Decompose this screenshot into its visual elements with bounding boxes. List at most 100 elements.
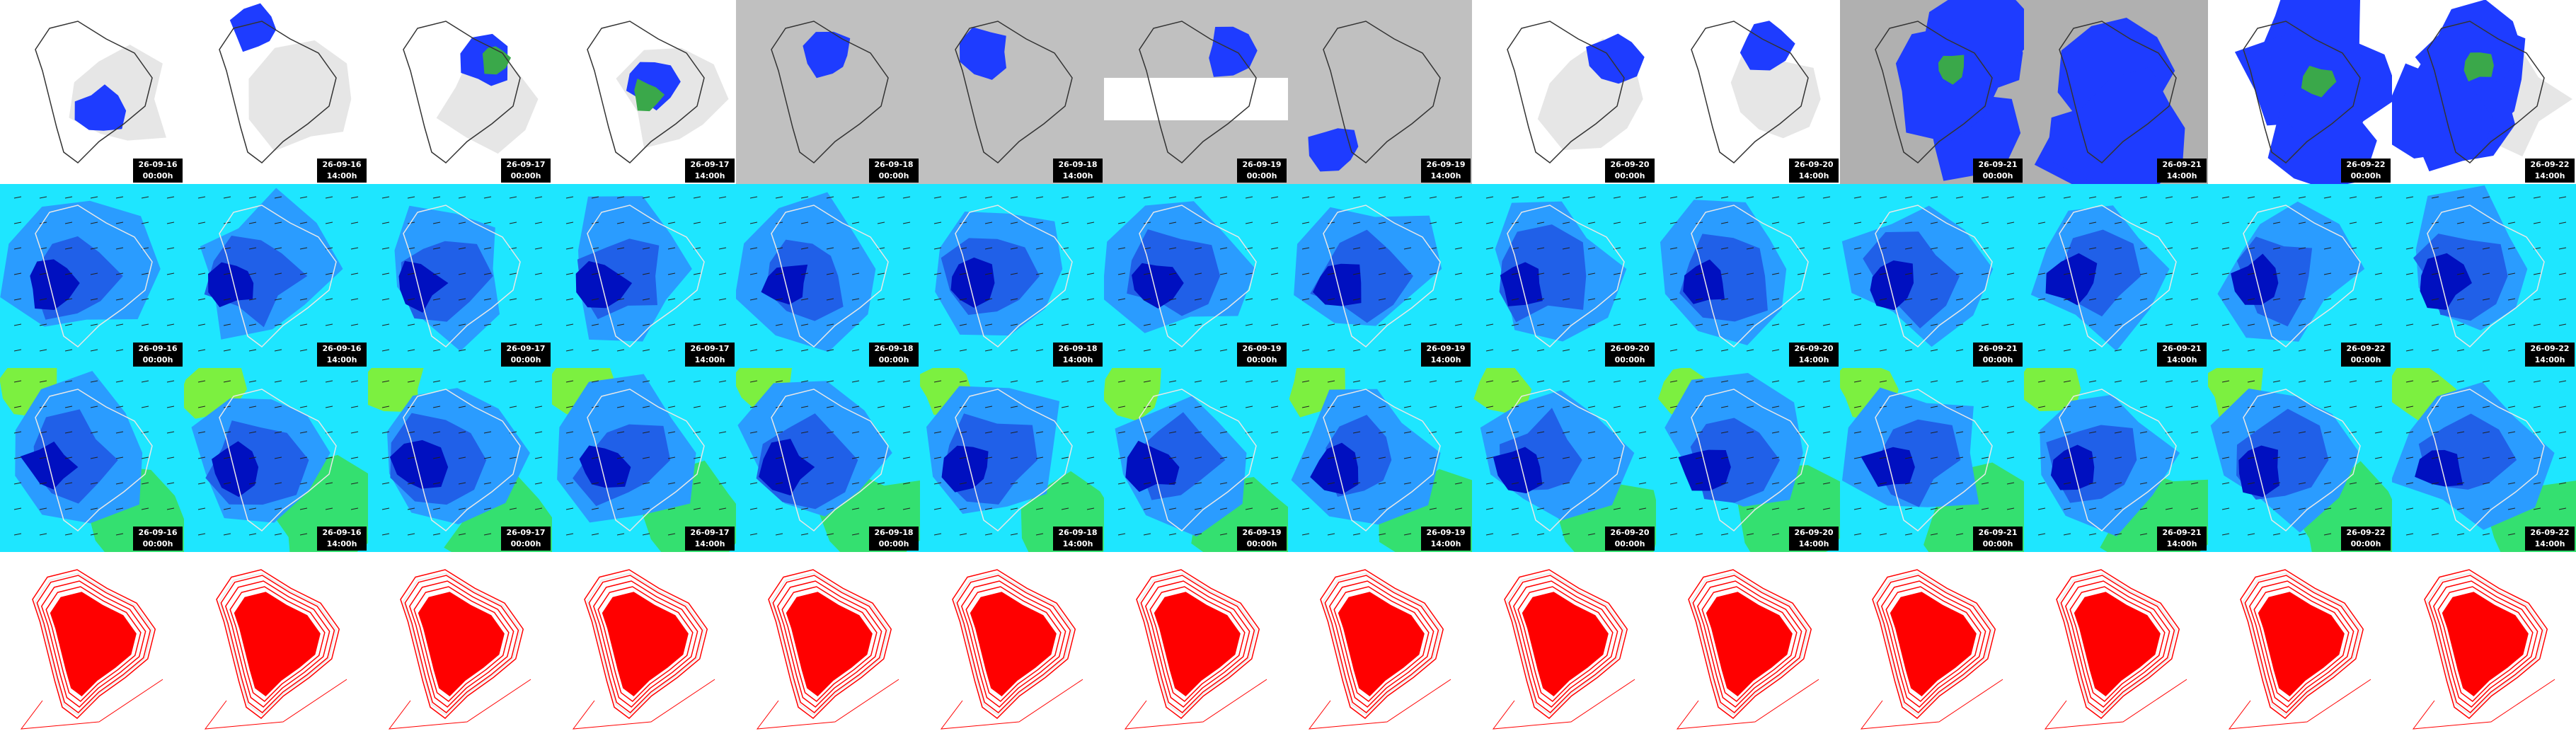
wind-arrow (2405, 323, 2414, 326)
time-label: 00:00h (511, 355, 541, 364)
wind-arrow (2088, 456, 2097, 459)
wind-arrow (2165, 196, 2173, 199)
wind-arrow (407, 533, 415, 536)
label-box (2525, 527, 2575, 551)
wind-arrow (1613, 406, 1621, 408)
wind-min (2415, 449, 2463, 487)
wind-arrow (2456, 380, 2465, 383)
precip-area (959, 27, 1007, 80)
wind-arrow (1194, 482, 1202, 485)
wind-arrow (2298, 456, 2306, 459)
wind-arrow (90, 482, 98, 485)
time-label: 14:00h (2535, 171, 2565, 180)
precip-area (229, 3, 277, 52)
coastline (771, 205, 889, 347)
wind-arrow (1194, 456, 1202, 459)
wind-arrow (2482, 323, 2490, 326)
wind-arrow (1245, 196, 1253, 199)
wind-arrow (933, 323, 942, 326)
wind-arrow (1981, 323, 1989, 326)
wind-arrow (933, 349, 942, 352)
wind-arrow (749, 533, 758, 536)
wind-arrow (2349, 380, 2357, 383)
wind-arrow (718, 222, 727, 224)
wind-arrow (39, 272, 47, 275)
wind-arrow (2558, 222, 2567, 224)
wind-arrow (1797, 323, 1805, 326)
wind-arrow (39, 323, 47, 326)
wind-arrow (565, 406, 574, 408)
wind-arrow (1086, 431, 1095, 434)
wind-arrow (2006, 482, 2015, 485)
wind-arrow (1771, 298, 1780, 301)
wind-arrow (1771, 380, 1780, 383)
date-label: 26-09-22 (2346, 160, 2385, 169)
wind-arrow (1879, 456, 1887, 459)
wind-arrow (1086, 456, 1095, 459)
wind-arrow (350, 222, 359, 224)
wind-arrow (350, 456, 359, 459)
wind-arrow (877, 482, 885, 485)
wind-arrow (2507, 380, 2516, 383)
time-label: 00:00h (1247, 171, 1277, 180)
wind-arrow (851, 196, 860, 199)
wind-arrow (718, 196, 727, 199)
date-label: 26-09-18 (1058, 344, 1097, 353)
wind-arrow (1270, 323, 1279, 326)
wind-arrow (115, 272, 124, 275)
wind-min (1493, 447, 1543, 494)
label-box (2157, 527, 2207, 551)
wind-arrow (64, 533, 73, 536)
wind-arrow (2221, 482, 2230, 485)
wind-arrow (2456, 533, 2465, 536)
wind-arrow (642, 533, 650, 536)
wind-arrow (13, 222, 22, 224)
contour (2455, 609, 2514, 679)
wind-arrow (933, 456, 942, 459)
cell-content (1656, 368, 1840, 552)
wind-arrow (749, 507, 758, 510)
cell-content (0, 552, 184, 736)
wind-arrow (141, 272, 149, 275)
contour (1504, 569, 1628, 719)
precip-core (2301, 65, 2337, 98)
wind-arrow (2088, 482, 2097, 485)
precip-area (1209, 26, 1258, 77)
coastline (403, 573, 521, 715)
wind-arrow (2298, 431, 2306, 434)
wind-arrow (2323, 431, 2332, 434)
wind-arrow (483, 533, 492, 536)
wind-arrow (223, 349, 231, 352)
cell-content (368, 552, 552, 736)
wind-arrow (2088, 272, 2097, 275)
date-label: 26-09-18 (874, 528, 913, 537)
wind-arrow (248, 349, 257, 352)
wind-arrow (1613, 222, 1621, 224)
wind-arrow (749, 247, 758, 250)
wind-arrow (1010, 533, 1018, 536)
wind-arrow (749, 272, 758, 275)
wind-arrow (534, 323, 543, 326)
wind-arrow (2063, 272, 2071, 275)
wind-arrow (2482, 247, 2490, 250)
wind-arrow (1930, 406, 1938, 408)
wind-arrow (2272, 349, 2281, 352)
wind-arrow (141, 482, 149, 485)
label-box (133, 527, 183, 551)
wind-arrow (2533, 406, 2541, 408)
wind-arrow (2114, 323, 2122, 326)
wind-arrow (984, 456, 993, 459)
contour (1872, 569, 1996, 719)
wind-arrow (2507, 456, 2516, 459)
wind-arrow (2323, 507, 2332, 510)
wind-arrow (1904, 298, 1913, 301)
wind-arrow (616, 507, 625, 510)
contour (1320, 569, 1444, 719)
wind-arrow (1720, 272, 1729, 275)
wind-arrow (1720, 380, 1729, 383)
wind-arrow (2482, 507, 2490, 510)
coastline (219, 389, 337, 531)
